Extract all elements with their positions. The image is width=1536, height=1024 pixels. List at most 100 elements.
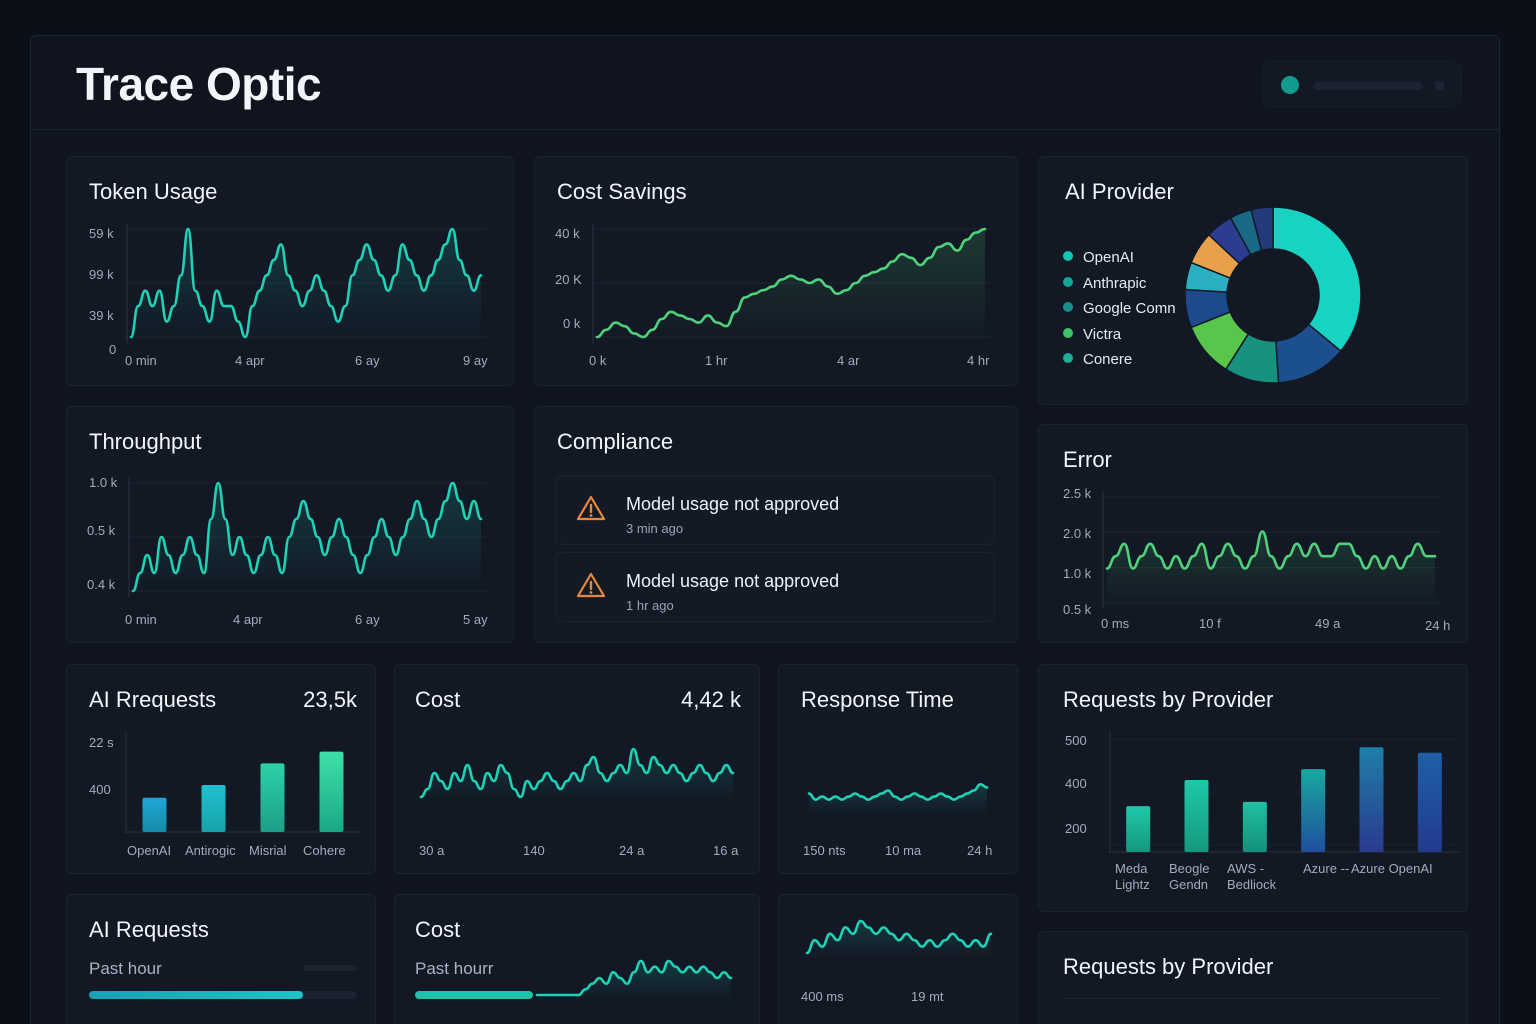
y-tick-label: 1.0 k	[89, 475, 118, 490]
cost-savings-chart	[591, 223, 991, 343]
cost-card[interactable]: Cost 4,42 k 30 a 140 24 a 16 a	[394, 664, 760, 874]
ai-provider-donut-chart	[1184, 206, 1362, 384]
series-area	[807, 921, 991, 959]
legend-item[interactable]: Google Comn	[1063, 300, 1176, 317]
y-tick-label: 22 s	[89, 735, 114, 750]
requests-by-provider-card-2[interactable]: Requests by Provider	[1038, 931, 1468, 1024]
series-area	[133, 483, 481, 597]
response-time-card[interactable]: Response Time 150 nts 10 ma 24 h	[778, 664, 1018, 874]
legend-label: Conere	[1083, 351, 1133, 368]
bar[interactable]	[260, 763, 285, 832]
x-tick-label: 4 apr	[235, 353, 265, 368]
requests-by-provider-bar-chart	[1109, 731, 1459, 853]
bar[interactable]	[1417, 752, 1442, 852]
bar[interactable]	[1359, 747, 1384, 852]
legend-item[interactable]: Conere	[1063, 351, 1132, 368]
response-time-chart	[807, 782, 989, 815]
ai-requests-summary-card[interactable]: AI Requests Past hour	[66, 894, 376, 1024]
throughput-chart	[127, 477, 487, 597]
token-usage-card[interactable]: Token Usage 59 k 99 k 39 k 0 0 min 4 apr…	[66, 156, 514, 386]
series-area	[421, 749, 733, 803]
token-usage-title: Token Usage	[89, 179, 218, 204]
ai-requests-progress	[89, 991, 357, 999]
x-tick-label: 10 ma	[885, 843, 922, 858]
cost-title: Cost	[415, 687, 461, 712]
alert-title: Model usage not approved	[626, 494, 840, 514]
x-tick-label: 24 h	[1425, 618, 1451, 633]
ai-provider-card[interactable]: AI Provider OpenAI Anthrapic Google Comn…	[1038, 156, 1468, 405]
bar[interactable]	[201, 784, 226, 832]
x-tick-label: 10 f	[1199, 616, 1221, 631]
throughput-card[interactable]: Throughput 1.0 k 0.5 k 0.4 k 0 min 4 apr…	[66, 406, 514, 643]
x-tick-label: OpenAI	[127, 843, 172, 858]
ai-provider-title: AI Provider	[1065, 179, 1174, 204]
requests-by-provider-card[interactable]: Requests by Provider 500 400 200 Meda Li…	[1038, 664, 1468, 912]
error-chart	[1101, 491, 1441, 609]
x-tick-label: 6 ay	[355, 612, 380, 627]
y-tick-label: 20 K	[555, 272, 582, 287]
ai-requests-subtitle: Past hour	[89, 959, 162, 978]
x-tick-label: Azure --	[1303, 861, 1350, 876]
x-tick-label: 24 h	[967, 843, 993, 858]
y-tick-label: 99 k	[89, 267, 114, 282]
ai-requests-card[interactable]: AI Rrequests 23,5k 22 s 400 OpenAI Antir…	[66, 664, 376, 874]
y-tick-label: 0.5 k	[1063, 602, 1092, 617]
series-line	[419, 747, 735, 799]
donut-slice[interactable]	[1272, 206, 1362, 353]
cost-savings-card[interactable]: Cost Savings 40 k 20 K 0 k 0 k 1 hr 4 ar…	[534, 156, 1018, 386]
bar[interactable]	[142, 797, 167, 832]
legend-item[interactable]: Anthrapic	[1063, 275, 1146, 292]
bar[interactable]	[1184, 780, 1209, 852]
legend-dot-icon	[1063, 251, 1073, 261]
y-tick-label: 0 k	[563, 316, 581, 331]
y-tick-label: 2.0 k	[1063, 526, 1092, 541]
x-tick-label: 4 ar	[837, 353, 860, 368]
series-line	[805, 919, 993, 955]
x-tick-label: 9 ay	[463, 353, 488, 368]
legend-dot-icon	[1063, 302, 1073, 312]
error-card[interactable]: Error 2.5 k 2.0 k 1.0 k 0.5 k 0 ms 10 f …	[1038, 424, 1468, 643]
status-pill[interactable]	[1262, 61, 1462, 107]
legend-dot-icon	[1063, 328, 1073, 338]
y-tick-label: 2.5 k	[1063, 486, 1092, 501]
bar[interactable]	[1126, 806, 1151, 852]
compliance-alert[interactable]: Model usage not approved 1 hr ago	[555, 552, 995, 622]
legend-item[interactable]: OpenAI	[1063, 249, 1134, 266]
warning-icon	[576, 495, 606, 521]
y-tick-label: 400	[1065, 776, 1087, 791]
x-tick-label: 4 hr	[967, 353, 990, 368]
compliance-alert[interactable]: Model usage not approved 3 min ago	[555, 475, 995, 545]
bar[interactable]	[1301, 769, 1326, 852]
bar[interactable]	[319, 751, 344, 832]
x-tick-label: 6 ay	[355, 353, 380, 368]
compliance-card[interactable]: Compliance Model usage not approved 3 mi…	[534, 406, 1018, 643]
legend-dot-icon	[1063, 353, 1073, 363]
x-tick-label: AWS - Bedlіock	[1227, 861, 1277, 892]
app-title: Trace Optic	[76, 58, 322, 110]
y-tick-label: 200	[1065, 821, 1087, 836]
bar[interactable]	[1242, 801, 1267, 852]
requests-by-provider-title-2: Requests by Provider	[1063, 954, 1274, 979]
status-indicator-icon	[1435, 81, 1444, 90]
legend-label: Victra	[1083, 326, 1122, 343]
status-bar	[1313, 82, 1423, 90]
legend-item[interactable]: Victra	[1063, 326, 1121, 343]
requests-by-provider-title: Requests by Provider	[1063, 687, 1274, 712]
legend-label: Google Comn	[1083, 300, 1176, 317]
cost-chart	[419, 747, 735, 803]
latency-card[interactable]: 400 ms 19 mt	[778, 894, 1018, 1024]
series-line	[129, 227, 483, 339]
x-tick-label: 1 hr	[705, 353, 728, 368]
divider	[1063, 998, 1443, 999]
donut-slice[interactable]	[1250, 206, 1274, 252]
cost-summary-card[interactable]: Cost Past hourr	[394, 894, 760, 1024]
x-tick-label: 0 k	[589, 353, 607, 368]
ai-requests-summary-title: AI Requests	[89, 917, 209, 942]
x-tick-label: 24 a	[619, 843, 645, 858]
x-tick-label: 4 apr	[233, 612, 263, 627]
x-tick-label: Misrial	[249, 843, 287, 858]
series-area	[1107, 531, 1435, 609]
series-area	[131, 229, 481, 343]
x-tick-label: Cohere	[303, 843, 346, 858]
x-tick-label: Meda Lightz	[1115, 861, 1150, 892]
